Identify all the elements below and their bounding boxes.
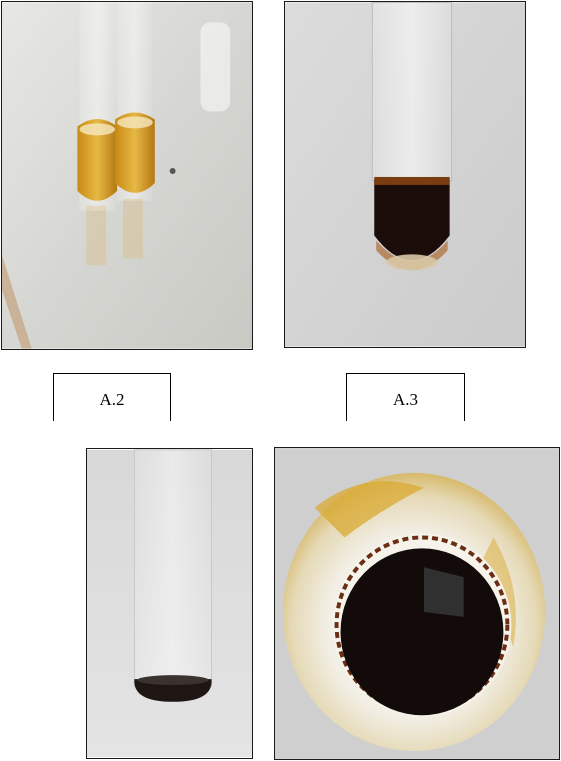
label-a2-text: A.2 bbox=[99, 390, 125, 409]
photo-tube-top-view-dark bbox=[274, 447, 560, 760]
photo-tube-top-view-dark-image bbox=[275, 448, 559, 759]
photo-test-tube-dark-residue-image bbox=[87, 449, 252, 758]
label-a2: A.2 bbox=[53, 373, 171, 421]
photo-two-test-tubes-amber-image bbox=[2, 2, 252, 349]
label-a3: A.3 bbox=[346, 373, 465, 421]
photo-test-tube-dark-layered bbox=[284, 1, 526, 348]
photo-test-tube-dark-residue bbox=[86, 448, 253, 759]
photo-test-tube-dark-layered-image bbox=[285, 2, 525, 347]
photo-two-test-tubes-amber bbox=[1, 1, 253, 350]
label-a3-text: A.3 bbox=[392, 390, 419, 409]
